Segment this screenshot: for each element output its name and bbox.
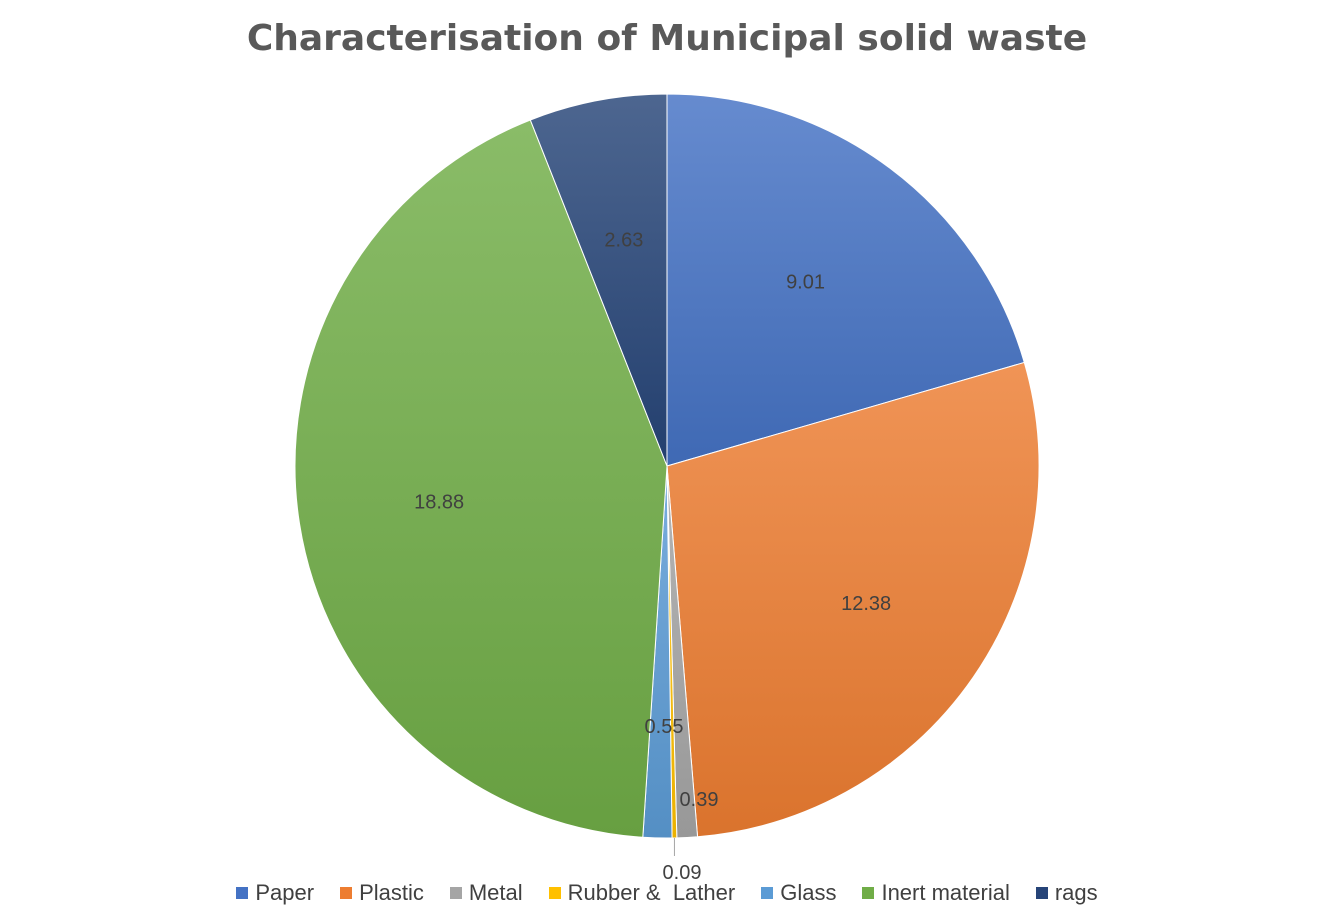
legend-label-plastic: Plastic xyxy=(359,880,424,905)
pie-slice-inert-material xyxy=(294,119,668,838)
legend-item-rubber-lather: Rubber & Lather xyxy=(548,880,736,906)
legend-item-inert-material: Inert material xyxy=(862,880,1010,906)
pie-slices xyxy=(294,93,1040,839)
legend-swatch-rubber-lather xyxy=(548,887,561,899)
legend-item-paper: Paper xyxy=(236,880,314,906)
legend-item-plastic: Plastic xyxy=(340,880,424,906)
data-labels: 9.01 12.38 0.39 0.09 0.55 18.88 2.63 xyxy=(414,229,891,884)
pie-slice-paper xyxy=(666,93,1025,467)
data-label-plastic: 12.38 xyxy=(841,593,891,615)
data-label-rubber-lather: 0.09 xyxy=(663,862,702,884)
data-label-glass: 0.55 xyxy=(645,716,684,738)
legend-label-glass: Glass xyxy=(780,880,837,905)
legend-label-paper: Paper xyxy=(255,880,315,905)
legend-label-rubber-lather: Rubber & Lather xyxy=(567,880,736,905)
legend-item-rags: rags xyxy=(1035,880,1098,906)
data-label-rags: 2.63 xyxy=(604,229,643,251)
legend-item-metal: Metal xyxy=(449,880,523,906)
legend-swatch-rags xyxy=(1035,887,1048,899)
legend-item-glass: Glass xyxy=(761,880,836,906)
pie-slice-rags xyxy=(529,93,668,467)
legend: Paper Plastic Metal Rubber & Lather Glass Ine… xyxy=(0,880,1334,906)
legend-swatch-paper xyxy=(236,887,249,899)
legend-label-metal: Metal xyxy=(468,880,523,905)
legend-swatch-metal xyxy=(449,887,462,899)
data-label-inert-material: 18.88 xyxy=(414,492,464,514)
data-label-paper: 9.01 xyxy=(786,272,825,294)
legend-swatch-inert-material xyxy=(862,887,875,899)
legend-label-rags: rags xyxy=(1054,880,1098,905)
data-label-metal: 0.39 xyxy=(680,789,719,811)
pie-slice-plastic xyxy=(666,361,1040,838)
chart-title: Characterisation of Municipal solid wast… xyxy=(246,18,1088,59)
legend-label-inert-material: Inert material xyxy=(881,880,1010,905)
legend-swatch-plastic xyxy=(340,887,353,899)
legend-swatch-glass xyxy=(761,887,774,899)
